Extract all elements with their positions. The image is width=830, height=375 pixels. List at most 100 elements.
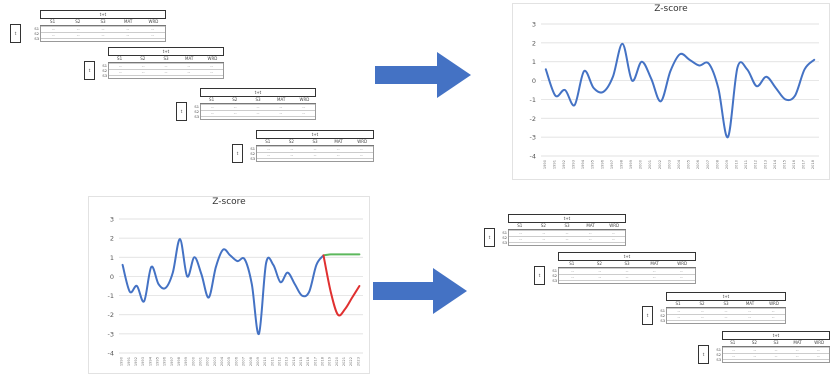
x-tick-label: 2018: [811, 159, 815, 169]
matrix-grid: -- -- -- -- -- -- -- -- -- -- -- -- -- -- --: [256, 146, 374, 164]
x-tick-label: 2001: [648, 160, 652, 169]
y-tick-label: -1: [108, 292, 114, 300]
x-tick-label: 2000: [191, 356, 195, 366]
x-tick-label: 1996: [163, 356, 167, 366]
series-line: [121, 238, 325, 335]
x-tick-label: 2017: [802, 160, 806, 169]
x-tick-label: 2019: [328, 356, 332, 366]
y-tick-label: -3: [530, 134, 536, 142]
matrix-title: t+t: [40, 10, 166, 19]
matrix-table: t t+t S1 S2 S3 MAT WRD S1 S2 S3 -- -- -- -- -- -- -…: [698, 331, 830, 367]
y-tick-label: 3: [110, 216, 114, 224]
col-header: S2: [75, 19, 81, 24]
y-tick-label: -2: [108, 311, 114, 319]
matrix-header: S1 S2 S3 MAT WRD: [40, 19, 166, 26]
matrix-table: t t+t S1 S2 S3 MAT WRD S1 S2 S3 -- -- -- -- -- -- -…: [84, 47, 224, 81]
time-box: t: [534, 266, 545, 285]
y-tick-label: -4: [530, 153, 536, 161]
x-tick-label: 1996: [600, 159, 604, 169]
x-tick-label: 1998: [177, 356, 181, 366]
x-tick-label: 1997: [610, 160, 614, 169]
matrix-title: t+t: [256, 130, 374, 139]
zscore-chart-historical: Z-score 3 2 1 0 -1 -2 -3 -4 1990 1991 1992 1993 1994…: [512, 3, 830, 180]
x-tick-label: 2009: [256, 356, 260, 366]
y-tick-label: -1: [530, 96, 536, 104]
x-tick-label: 2022: [349, 357, 353, 366]
chart-title: Z-score: [212, 197, 246, 207]
matrix-header: S1 S2 S3 MAT WRD: [108, 56, 224, 63]
x-tick-label: 2013: [285, 357, 289, 366]
x-tick-label: 1994: [581, 159, 585, 169]
x-tick-label: 1997: [170, 357, 174, 366]
x-tick-label: 2011: [270, 357, 274, 366]
x-tick-label: 2003: [667, 160, 671, 169]
y-tick-label: -4: [108, 350, 114, 358]
x-tick-label: 2006: [696, 159, 700, 169]
matrix-table: t t+t S1 S2 S3 MAT WRD S1 S2 S3 -- -- -- -- -- -- -…: [534, 252, 696, 288]
time-box: t: [642, 306, 653, 325]
x-tick-label: 2014: [292, 356, 296, 366]
x-tick-label: 1998: [619, 159, 623, 169]
x-tick-label: 1991: [127, 357, 131, 366]
matrix-grid: -- -- -- -- -- -- -- -- -- -- -- -- -- -- --: [108, 63, 224, 81]
x-tick-label: 2006: [234, 356, 238, 366]
x-tick-label: 2007: [242, 357, 246, 366]
series-line: [544, 42, 816, 139]
y-tick-label: 1: [110, 254, 114, 262]
x-tick-label: 1994: [148, 356, 152, 366]
x-tick-label: 2020: [335, 356, 339, 366]
y-tick-label: 0: [110, 273, 114, 281]
x-tick-label: 2015: [299, 357, 303, 366]
x-tick-label: 2010: [263, 356, 267, 366]
x-tick-label: 2011: [744, 160, 748, 169]
x-tick-label: 2016: [306, 356, 310, 366]
col-header: WRD: [148, 19, 159, 24]
matrix-grid: -- -- -- -- -- -- -- -- -- -- -- -- -- -- --: [40, 26, 166, 44]
matrix-grid: -- -- -- -- -- -- -- -- -- -- -- -- -- -- --: [200, 104, 316, 122]
x-tick-label: 2023: [356, 357, 360, 366]
x-tick-label: 2003: [213, 357, 217, 366]
series-line: [322, 253, 361, 257]
row-label: S2: [34, 31, 39, 36]
y-tick-label: 2: [532, 39, 536, 47]
x-tick-label: 2007: [706, 160, 710, 169]
row-label: S1: [34, 26, 39, 31]
y-tick-label: 1: [532, 58, 536, 66]
row-label: S3: [34, 36, 39, 41]
x-tick-label: 2013: [763, 160, 767, 169]
x-tick-label: 2004: [220, 356, 224, 366]
chart-title: Z-score: [654, 4, 688, 14]
row-labels: S1 S2 S3: [194, 104, 199, 119]
matrix-table: t t+t S1 S2 S3 MAT WRD S1 S2 S3 -- -- -- --…: [10, 10, 166, 44]
x-tick-label: 1992: [134, 357, 138, 366]
matrix-title: t+t: [108, 47, 224, 56]
row-labels: S1 S2 S3: [30, 26, 39, 41]
x-tick-label: 2008: [249, 356, 253, 366]
x-tick-label: 2005: [687, 160, 691, 169]
matrix-table: t t+t S1 S2 S3 MAT WRD S1 S2 S3 -- -- -- -- -- -- -…: [484, 214, 626, 248]
time-box: t: [484, 228, 495, 247]
x-tick-label: 2018: [321, 356, 325, 366]
x-tick-label: 2012: [754, 160, 758, 169]
x-tick-label: 1992: [562, 160, 566, 169]
x-tick-label: 1993: [141, 357, 145, 366]
x-tick-label: 2005: [227, 357, 231, 366]
x-tick-label: 2008: [715, 159, 719, 169]
matrix-table: t t+t S1 S2 S3 MAT WRD S1 S2 S3 -- -- -- -- -- -- -…: [642, 292, 786, 326]
matrix-table: t t+t S1 S2 S3 MAT WRD S1 S2 S3 -- -- -- -- -- -- -…: [176, 88, 316, 122]
x-tick-label: 2002: [658, 160, 662, 169]
matrix-title: t+t: [200, 88, 316, 97]
x-tick-label: 2009: [725, 159, 729, 169]
x-tick-label: 1999: [184, 356, 188, 366]
x-tick-label: 1995: [591, 160, 595, 169]
y-tick-label: 0: [532, 77, 536, 85]
x-tick-label: 1991: [552, 160, 556, 169]
arrow-right-icon: [375, 52, 471, 98]
x-tick-label: 2016: [792, 159, 796, 169]
x-tick-label: 2002: [206, 357, 210, 366]
arrow-right-icon: [373, 268, 467, 314]
x-tick-label: 2001: [199, 357, 203, 366]
col-header: S1: [50, 19, 56, 24]
